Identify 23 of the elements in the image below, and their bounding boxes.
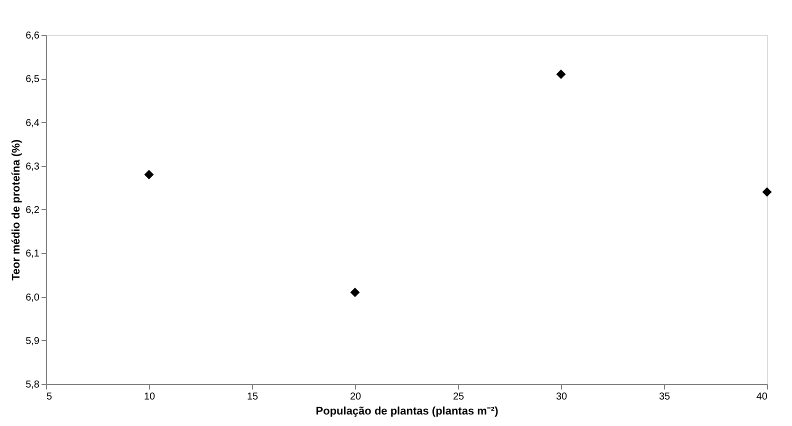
- y-tick-label: 6,1: [26, 248, 40, 260]
- y-tick-label: 6,0: [26, 292, 40, 304]
- x-tick-label: 20: [350, 392, 362, 402]
- y-tick-label: 6,4: [26, 118, 40, 129]
- point: [144, 170, 154, 180]
- point: [556, 70, 566, 80]
- x-tick-label: 25: [452, 392, 464, 402]
- x-tick-label: 40: [756, 392, 768, 402]
- x-tick-label: 10: [144, 392, 156, 402]
- y-tick-label: 6,2: [26, 205, 40, 216]
- y-tick-label: 6,3: [26, 161, 40, 172]
- y-tick-label: 5,8: [26, 380, 40, 390]
- y-tick-label: 5,9: [26, 336, 40, 347]
- x-tick-label: 5: [46, 392, 52, 402]
- point: [350, 288, 360, 298]
- x-tick-label: 15: [246, 392, 258, 402]
- x-axis-title: População de plantas (plantas m⁻²): [316, 406, 499, 418]
- x-tick-label: 35: [658, 392, 670, 402]
- point: [762, 187, 772, 197]
- y-tick-label: 6,5: [26, 74, 40, 86]
- y-axis-title: Teor médio de proteína (%): [10, 139, 23, 280]
- y-tick-label: 6,6: [26, 30, 40, 42]
- x-tick-label: 30: [556, 392, 568, 402]
